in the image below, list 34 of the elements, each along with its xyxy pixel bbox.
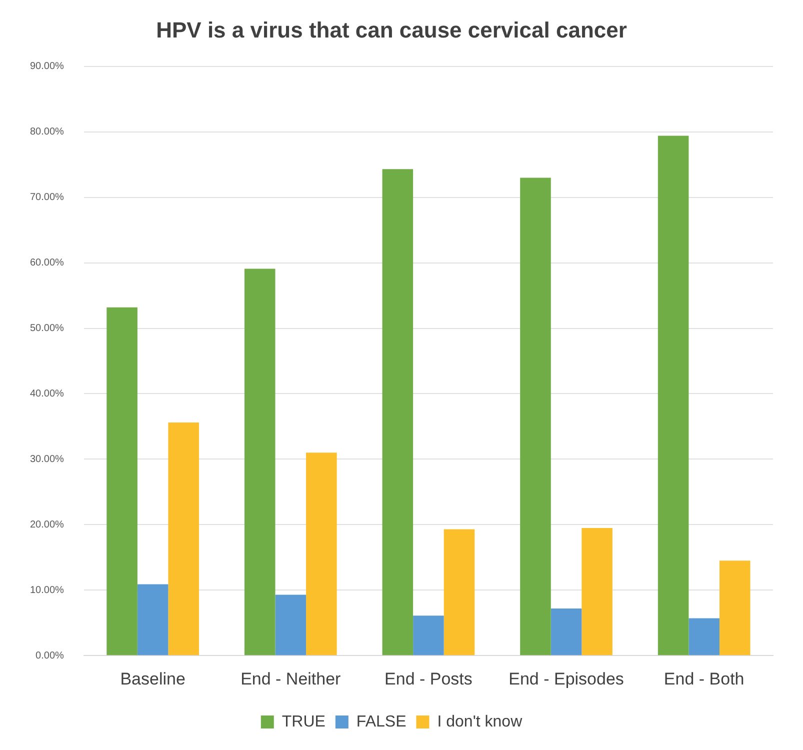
bar (275, 594, 306, 656)
bar (413, 616, 444, 656)
legend-label: I don't know (437, 713, 523, 730)
bar (137, 584, 168, 656)
y-tick-label: 90.00% (30, 61, 64, 72)
y-tick-label: 20.00% (30, 519, 64, 530)
bar (520, 178, 551, 656)
bar (658, 136, 689, 656)
bar (582, 528, 612, 656)
y-tick-label: 10.00% (30, 584, 64, 596)
y-tick-label: 60.00% (30, 258, 64, 269)
x-tick-label: End - Neither (240, 669, 342, 688)
bar (306, 452, 337, 656)
bar (244, 268, 276, 656)
bar (168, 422, 199, 656)
x-tick-label: Baseline (120, 669, 186, 688)
x-tick-label: End - Both (664, 669, 744, 688)
bar (382, 169, 414, 656)
x-tick-label: End - Episodes (508, 669, 624, 688)
y-tick-label: 40.00% (30, 388, 64, 400)
y-tick-label: 30.00% (30, 454, 64, 465)
bar (719, 560, 750, 656)
bar (550, 608, 582, 656)
y-tick-label: 70.00% (30, 192, 64, 204)
y-tick-label: 50.00% (30, 323, 64, 334)
bar (688, 618, 720, 656)
x-tick-label: End - Posts (384, 669, 472, 688)
y-tick-label: 80.00% (30, 126, 64, 138)
legend-label: TRUE (282, 713, 326, 730)
legend-label: FALSE (356, 713, 406, 730)
chart-title: HPV is a virus that can cause cervical cancer (156, 17, 628, 42)
bar (106, 307, 138, 656)
y-tick-label: 0.00% (36, 650, 64, 662)
bar (444, 529, 475, 656)
